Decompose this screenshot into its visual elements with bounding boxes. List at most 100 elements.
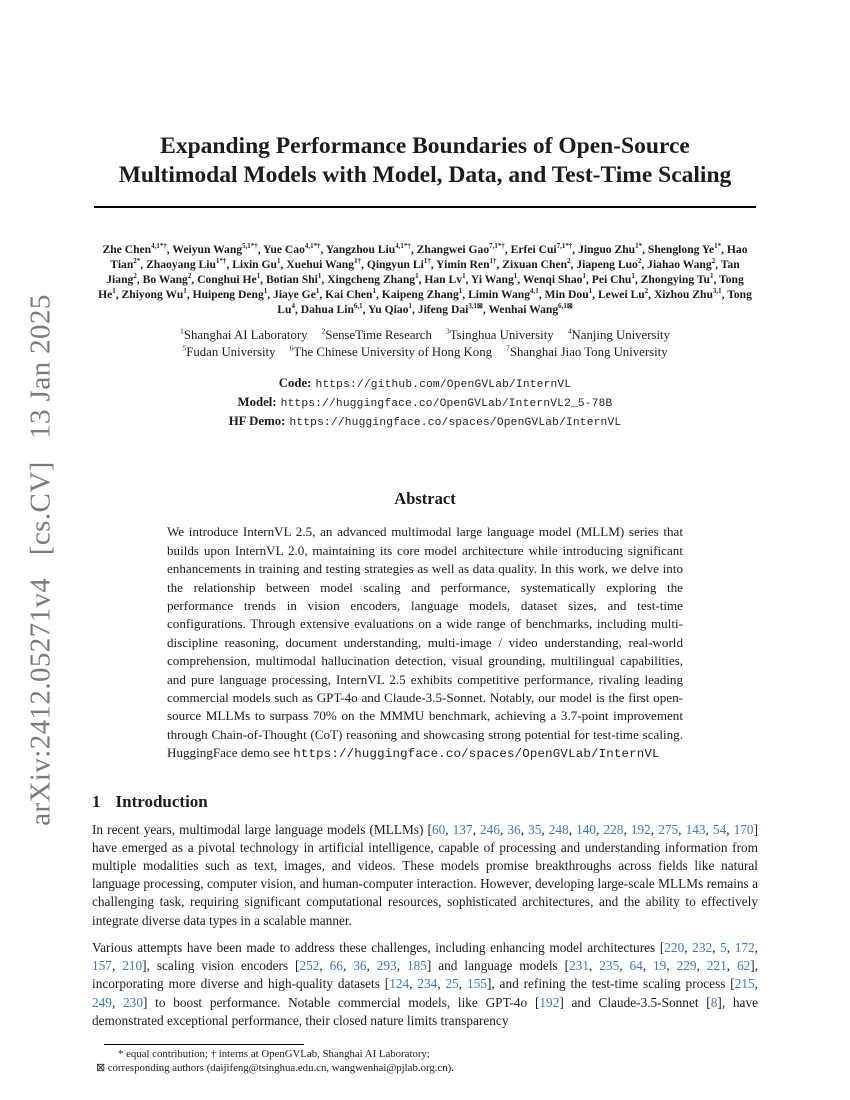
author: Huipeng Deng1 [192, 287, 268, 301]
author-superscript: 1 [582, 272, 586, 281]
author-superscript: 3,1 [712, 287, 722, 296]
author: Tan Jiang2 [106, 258, 740, 286]
author-superscript: 3,1⊠ [468, 302, 483, 311]
author: Botian Shi1 [265, 272, 322, 286]
author: Tong Lu4 [277, 288, 752, 316]
citation-ref[interactable]: 60 [431, 821, 446, 837]
citation-ref[interactable]: 215 [734, 976, 755, 992]
author-superscript: 1 [408, 302, 412, 311]
affiliation-item: 6The Chinese University of Hong Kong [289, 343, 492, 359]
citation-ref[interactable]: 140 [576, 821, 597, 837]
citation-ref[interactable]: 235 [599, 958, 620, 974]
author-superscript: 1† [354, 257, 362, 266]
author-superscript: 2 [637, 257, 642, 266]
citation-ref[interactable]: 210 [122, 958, 143, 974]
author: Zhangwei Gao7,1*† [416, 242, 505, 256]
citation-ref[interactable]: 234 [417, 976, 438, 992]
author-superscript: 6,1 [353, 302, 363, 311]
author: Weiyun Wang5,1*† [172, 242, 258, 256]
citation-ref[interactable]: 8 [710, 994, 718, 1010]
citation-ref[interactable]: 229 [676, 958, 697, 974]
citation-ref[interactable]: 230 [123, 994, 143, 1010]
footnote-equal-contribution: * equal contribution; † interns at OpenG… [118, 1047, 430, 1060]
author-superscript: 1 [256, 272, 261, 281]
citation-ref[interactable]: 62 [736, 958, 751, 974]
citation-ref[interactable]: 54 [712, 821, 727, 837]
author-superscript: 1*† [215, 257, 227, 266]
citation-ref[interactable]: 248 [548, 821, 569, 837]
citation-ref[interactable]: 232 [692, 939, 713, 955]
citation-ref[interactable]: 124 [389, 976, 410, 992]
citation-ref[interactable]: 143 [685, 821, 706, 837]
citation-ref[interactable]: 155 [466, 976, 487, 992]
citation-ref[interactable]: 275 [658, 821, 679, 837]
author-superscript: 1† [489, 257, 497, 266]
hf-demo-link-label: HF Demo: [228, 413, 286, 428]
model-link-label: Model: [237, 394, 277, 409]
code-link-url[interactable]: https://github.com/OpenGVLab/InternVL [315, 379, 572, 391]
author-superscript: 1 [317, 272, 322, 281]
citation-ref[interactable]: 252 [299, 958, 320, 974]
citation-ref[interactable]: 249 [92, 994, 112, 1010]
citation-ref[interactable]: 64 [629, 958, 643, 974]
citation-ref[interactable]: 66 [329, 958, 343, 974]
citation-ref[interactable]: 231 [569, 958, 590, 974]
model-link-row: Model: https://huggingface.co/OpenGVLab/I… [92, 394, 758, 413]
author: Zixuan Chen2 [502, 257, 571, 271]
citation-ref[interactable]: 5 [720, 939, 727, 955]
author-superscript: 1 [709, 272, 714, 281]
citation-ref[interactable]: 192 [539, 994, 560, 1010]
author: Xuehui Wang1† [286, 257, 362, 271]
citation-ref[interactable]: 221 [706, 958, 727, 974]
title-line-2: Multimodal Models with Model, Data, and … [118, 162, 732, 188]
author-superscript: 1 [277, 257, 281, 266]
citation-ref[interactable]: 185 [406, 958, 427, 974]
citation-ref[interactable]: 220 [664, 939, 685, 955]
intro-paragraph-1: In recent years, multimodal large langua… [92, 821, 759, 928]
citation-ref[interactable]: 25 [445, 976, 459, 992]
author: Bo Wang2 [142, 272, 192, 286]
author-superscript: 1 [263, 287, 268, 296]
citation-ref[interactable]: 36 [353, 958, 367, 974]
author: Zhongying Tu1 [640, 272, 714, 286]
citation-ref[interactable]: 192 [630, 821, 651, 837]
authors-list: Zhe Chen4,1*†, Weiyun Wang5,1*†, Yue Cao… [98, 242, 752, 316]
citation-ref[interactable]: 36 [507, 821, 521, 837]
author: Dahua Lin6,1 [300, 302, 363, 316]
author-superscript: 1 [315, 287, 320, 296]
hf-demo-link-url[interactable]: https://huggingface.co/spaces/OpenGVLab/… [289, 416, 622, 429]
abstract-text: We introduce InternVL 2.5, an advanced m… [167, 524, 683, 762]
author: Zhe Chen4,1*† [102, 242, 167, 256]
affiliations-line-1: 1Shanghai AI Laboratory 2SenseTime Resear… [92, 327, 758, 344]
intro-paragraph-2: Various attempts have been made to addre… [92, 939, 759, 1028]
affiliations-line-2: 5Fudan University 6The Chinese University… [92, 344, 758, 361]
author: Kaipeng Zhang1 [381, 287, 463, 301]
footnote-corresponding-authors: ⊠ corresponding authors (daijifeng@tsing… [96, 1061, 454, 1074]
citation-ref[interactable]: 172 [734, 939, 755, 955]
author-superscript: 1* [635, 242, 643, 251]
affiliations: 1Shanghai AI Laboratory 2SenseTime Resear… [92, 327, 758, 360]
citation-ref[interactable]: 246 [480, 821, 500, 837]
author: Yu Qiao1 [368, 302, 412, 316]
citation-ref[interactable]: 19 [653, 958, 667, 974]
author: Han Lv1 [424, 272, 466, 286]
inline-url[interactable]: https://huggingface.co/spaces/OpenGVLab/… [293, 747, 660, 762]
affiliation-item: 2SenseTime Research [321, 326, 432, 342]
hf-demo-link-row: HF Demo: https://huggingface.co/spaces/Op… [92, 413, 758, 432]
citation-ref[interactable]: 228 [603, 821, 624, 837]
citation-ref[interactable]: 170 [733, 821, 754, 837]
model-link-url[interactable]: https://huggingface.co/OpenGVLab/InternV… [280, 397, 613, 410]
author-superscript: 1† [423, 257, 431, 266]
author: Jinguo Zhu1* [578, 242, 643, 256]
author-superscript: 1 [372, 287, 376, 296]
citation-ref[interactable]: 137 [452, 821, 473, 837]
author: Zhiyong Wu1 [121, 287, 187, 301]
author: Wenhai Wang6,1⊠ [488, 302, 573, 316]
author: Xingcheng Zhang1 [327, 272, 419, 286]
author-superscript: 1* [714, 242, 722, 251]
citation-ref[interactable]: 35 [528, 821, 542, 837]
author: Jifeng Dai3,1⊠ [417, 302, 483, 316]
citation-ref[interactable]: 157 [92, 958, 112, 974]
citation-ref[interactable]: 293 [376, 958, 397, 974]
author: Lixin Gu1 [232, 257, 281, 271]
